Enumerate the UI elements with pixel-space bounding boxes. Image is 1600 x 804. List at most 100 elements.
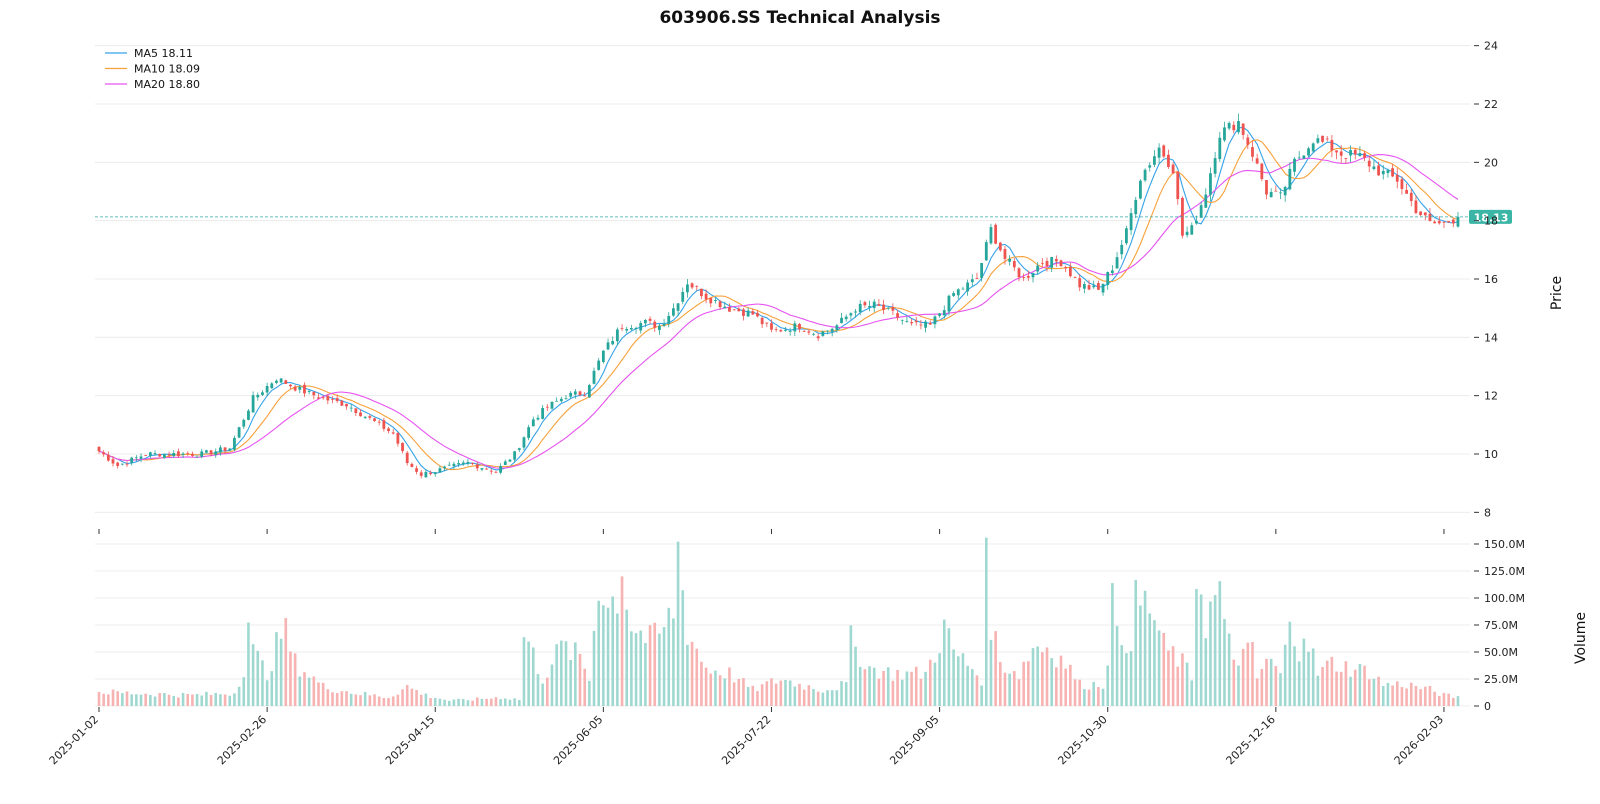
candle-body: [634, 327, 638, 330]
candle-body: [293, 386, 297, 391]
candle-body: [1405, 189, 1408, 194]
candle-body: [938, 313, 941, 316]
candle-body: [1129, 213, 1133, 231]
volume-bar: [410, 688, 414, 706]
volume-bar: [438, 698, 442, 706]
volume-bar: [471, 700, 474, 706]
candle-body: [601, 350, 605, 363]
volume-bar: [368, 695, 372, 706]
volume-bar: [653, 622, 657, 706]
volume-bar: [681, 590, 685, 706]
candle-body: [466, 461, 470, 464]
volume-bar: [219, 694, 222, 706]
candle-body: [1442, 221, 1446, 223]
candle-body: [1101, 283, 1105, 293]
volume-bar: [1129, 651, 1133, 706]
volume-bar: [382, 698, 386, 706]
last-price-badge: [1469, 209, 1512, 224]
candle-body: [849, 313, 853, 316]
candle-body: [564, 398, 568, 400]
candle-body: [1017, 268, 1021, 278]
volume-bar: [443, 699, 446, 706]
x-tick-label: 2025-01-02: [47, 713, 101, 767]
chart-title: 603906.SS Technical Analysis: [659, 8, 940, 28]
candle-body: [1237, 121, 1240, 133]
candle-body: [1395, 174, 1399, 182]
volume-bar: [200, 695, 204, 706]
candle-body: [457, 463, 460, 465]
candle-body: [522, 437, 526, 448]
price-tick-label: 10: [1484, 448, 1498, 461]
volume-bar: [1311, 648, 1315, 706]
candle-body: [1134, 199, 1138, 215]
candle-body: [317, 397, 320, 399]
candle-body: [513, 451, 517, 460]
volume-bar: [980, 685, 983, 706]
moving-average-lines: [98, 126, 1459, 474]
volume-bar: [760, 684, 764, 706]
volume-bar: [1209, 601, 1212, 706]
volume-bar: [1377, 676, 1380, 706]
volume-bar: [578, 653, 582, 706]
candle-body: [1040, 262, 1044, 264]
candle-body: [373, 418, 376, 421]
candle-body: [1073, 277, 1077, 278]
candle-body: [653, 321, 657, 328]
candle-body: [289, 384, 292, 387]
candle-body: [1321, 135, 1324, 142]
candle-body: [718, 301, 722, 308]
volume-bar: [868, 666, 871, 706]
volume-bar: [1017, 679, 1021, 706]
volume-bar: [144, 693, 147, 706]
candle-body: [840, 317, 843, 324]
candle-body: [592, 370, 596, 384]
volume-bar: [1302, 638, 1306, 706]
volume-bar: [415, 689, 418, 706]
candle-body: [429, 472, 432, 475]
volume-bar: [1316, 675, 1320, 706]
volume-bar: [588, 680, 591, 706]
volume-bar: [1050, 658, 1053, 706]
candle-body: [1400, 179, 1404, 189]
candle-body: [195, 456, 199, 458]
volume-bar: [373, 694, 376, 706]
candle-body: [401, 442, 404, 452]
volume-bar: [1274, 666, 1278, 706]
volume-bar: [630, 631, 633, 706]
candle-body: [284, 380, 288, 384]
volume-bar: [942, 619, 946, 706]
volume-bar: [1036, 646, 1039, 706]
volume-bar: [1279, 673, 1282, 706]
volume-bar: [518, 699, 521, 706]
candle-body: [97, 446, 101, 452]
candle-body: [639, 323, 643, 331]
volume-bar: [191, 694, 194, 706]
volume-bar: [195, 693, 199, 706]
candle-body: [377, 421, 381, 423]
volume-bar: [139, 694, 143, 706]
volume-bar: [1335, 671, 1338, 706]
candle-body: [587, 385, 591, 398]
candle-body: [625, 328, 629, 331]
candle-body: [162, 454, 166, 459]
volume-bar: [1283, 644, 1287, 706]
volume-bar: [947, 628, 951, 706]
candle-body: [242, 419, 246, 427]
candle-body: [793, 323, 797, 332]
volume-bar: [447, 700, 451, 706]
volume-bar: [228, 695, 232, 706]
candle-body: [1171, 164, 1175, 174]
candle-body: [471, 463, 474, 464]
candle-body: [1120, 244, 1124, 255]
candle-body: [1162, 145, 1166, 157]
volume-bar: [900, 679, 904, 706]
candle-body: [732, 309, 736, 311]
volume-bar: [1111, 583, 1114, 706]
volume-bar: [863, 669, 867, 706]
volume-tick-label: 125.0M: [1484, 565, 1525, 578]
volume-bar: [452, 699, 456, 706]
volume-bar: [1055, 667, 1058, 706]
candle-body: [1064, 267, 1068, 269]
volume-bar: [1171, 646, 1175, 706]
candle-body: [102, 452, 106, 455]
